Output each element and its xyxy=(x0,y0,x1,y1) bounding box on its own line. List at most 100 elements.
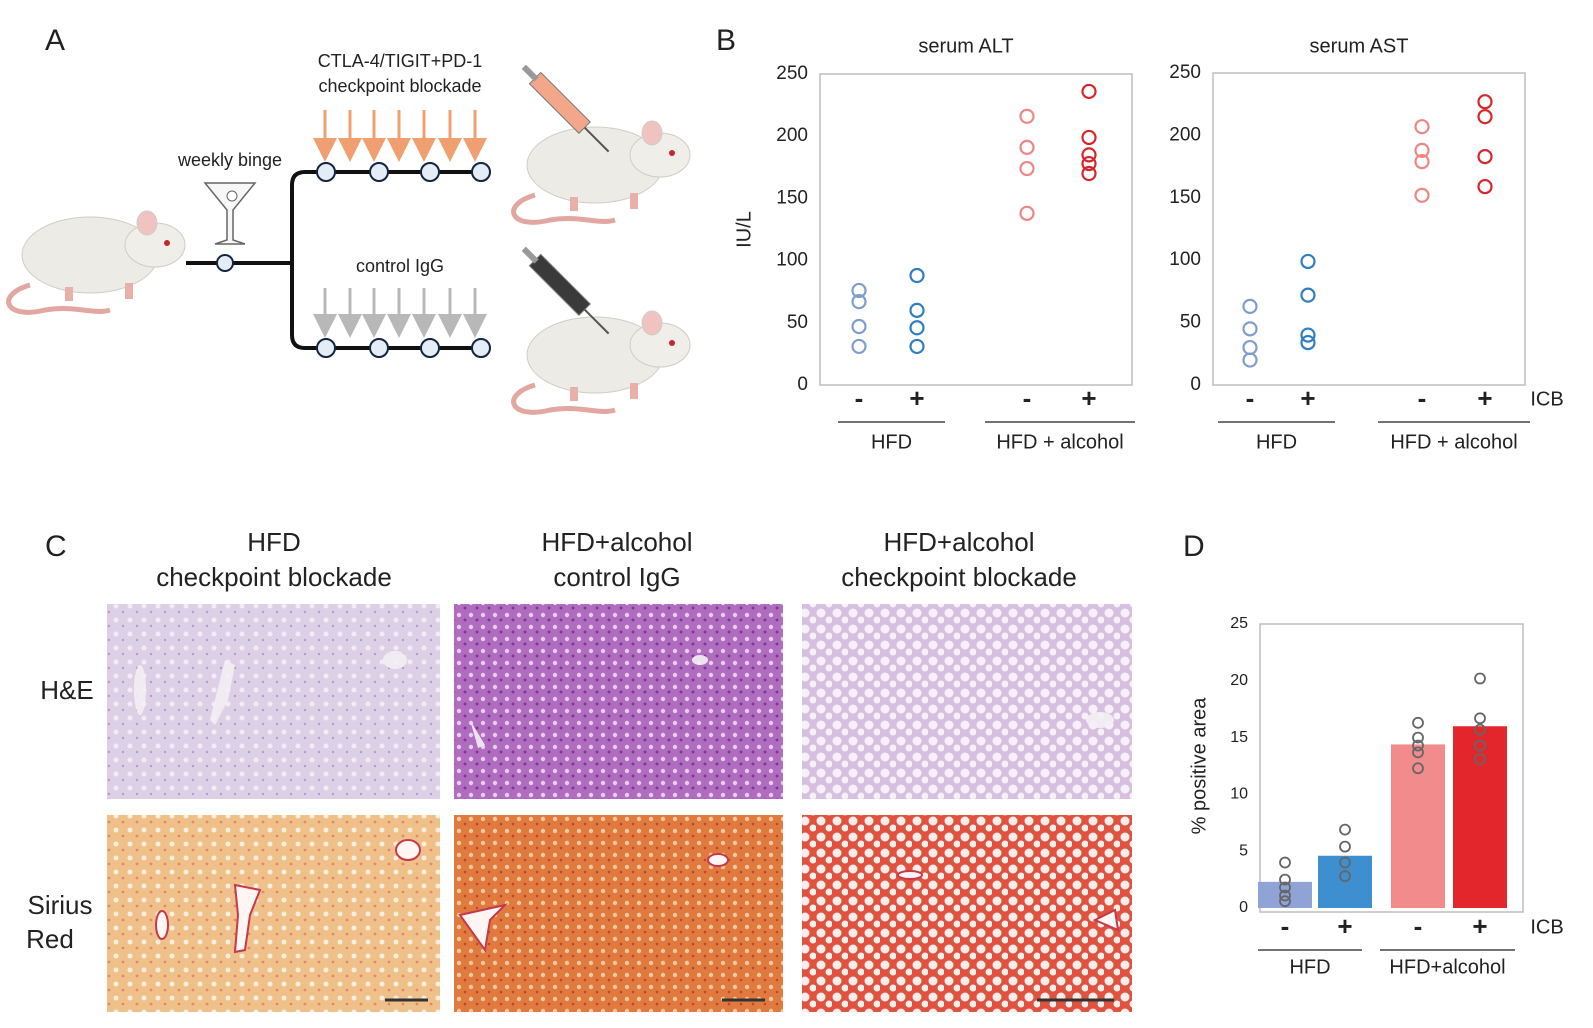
data-point xyxy=(1412,762,1424,775)
bar xyxy=(1258,881,1312,908)
data-point xyxy=(1477,94,1493,110)
schematic xyxy=(9,64,690,412)
x-tick-label: - xyxy=(1023,383,1032,413)
x-tick-label: + xyxy=(1300,383,1315,413)
data-point xyxy=(1242,339,1258,356)
row-label: H&E xyxy=(40,675,93,705)
column-title: checkpoint blockade xyxy=(156,562,392,592)
y-tick-label: 100 xyxy=(776,250,808,271)
data-point xyxy=(1242,298,1258,314)
data-point xyxy=(1412,746,1424,759)
x-tick-label: - xyxy=(1246,383,1255,413)
group-label: HFD xyxy=(1256,431,1297,453)
plot-frame xyxy=(819,73,1133,386)
y-tick-label: 0 xyxy=(1239,899,1248,916)
group-label: HFD xyxy=(1289,956,1330,978)
data-point xyxy=(851,338,867,355)
bar xyxy=(1391,744,1445,908)
data-point xyxy=(1279,881,1291,894)
y-tick-label: 20 xyxy=(1230,672,1248,689)
data-point xyxy=(1477,149,1493,165)
group-label: HFD+alcohol xyxy=(1389,956,1505,978)
data-point xyxy=(1081,155,1097,172)
data-point xyxy=(1019,205,1035,221)
y-tick-label: 150 xyxy=(1169,187,1201,208)
data-point xyxy=(1279,856,1291,869)
y-tick-label: 0 xyxy=(797,374,808,395)
y-tick-label: 5 xyxy=(1239,842,1248,859)
panel-label: B xyxy=(716,24,736,57)
y-tick-label: 0 xyxy=(1190,374,1201,395)
data-point xyxy=(851,318,867,335)
y-tick-label: 250 xyxy=(1169,62,1201,83)
x-axis-label: ICB xyxy=(1530,388,1563,410)
column-title: HFD+alcohol xyxy=(541,527,692,557)
data-point xyxy=(1474,739,1486,752)
data-point xyxy=(909,338,925,355)
row-label: Sirius xyxy=(27,890,92,920)
data-point xyxy=(909,267,925,284)
data-point xyxy=(1474,753,1486,766)
group-label: HFD + alcohol xyxy=(996,431,1123,453)
data-point xyxy=(851,282,867,299)
data-point xyxy=(1414,142,1430,158)
chart-title: serum AST xyxy=(1310,35,1409,57)
data-point xyxy=(1279,889,1291,902)
data-point xyxy=(1279,895,1291,908)
group-label: HFD + alcohol xyxy=(1390,431,1517,453)
data-point xyxy=(1081,83,1097,100)
column-title: checkpoint blockade xyxy=(841,562,1077,592)
panel-label: C xyxy=(45,530,67,563)
data-point xyxy=(1019,108,1035,124)
y-axis-label: IU/L xyxy=(733,211,755,248)
bar xyxy=(1453,726,1507,908)
data-point xyxy=(1081,147,1097,163)
y-tick-label: 50 xyxy=(1180,312,1201,333)
panel-label: A xyxy=(45,24,65,57)
data-point xyxy=(1474,712,1486,725)
data-point xyxy=(1474,672,1486,685)
x-tick-label: + xyxy=(1081,383,1096,413)
data-point xyxy=(1412,731,1424,744)
column-title: control IgG xyxy=(553,562,680,592)
data-point xyxy=(1300,287,1316,303)
data-point xyxy=(1300,334,1316,351)
x-tick-label: + xyxy=(909,383,924,413)
x-tick-label: + xyxy=(1472,911,1487,941)
data-point xyxy=(1412,716,1424,729)
data-point xyxy=(1019,139,1035,155)
data-point xyxy=(1414,119,1430,135)
x-axis-label: ICB xyxy=(1530,916,1563,938)
data-point xyxy=(1300,327,1316,343)
data-point xyxy=(1242,321,1258,337)
y-tick-label: 25 xyxy=(1230,615,1248,632)
x-tick-label: + xyxy=(1337,911,1352,941)
control-label: control IgG xyxy=(356,256,444,276)
histology-images xyxy=(107,604,1132,1012)
data-point xyxy=(1339,840,1351,853)
y-tick-label: 50 xyxy=(787,312,808,333)
column-title: HFD xyxy=(247,527,300,557)
treatment-label: checkpoint blockade xyxy=(318,76,481,96)
data-point xyxy=(1242,352,1258,368)
treatment-label: CTLA-4/TIGIT+PD-1 xyxy=(318,51,483,71)
data-point xyxy=(1477,109,1493,125)
y-tick-label: 250 xyxy=(776,63,808,84)
data-point xyxy=(909,320,925,336)
binge-label: weekly binge xyxy=(177,150,282,170)
y-tick-label: 150 xyxy=(776,187,808,208)
y-tick-label: 10 xyxy=(1230,786,1248,803)
data-point xyxy=(1339,856,1351,869)
x-tick-label: - xyxy=(1418,383,1427,413)
data-point xyxy=(909,302,925,318)
data-point xyxy=(1414,187,1430,203)
data-point xyxy=(1412,739,1424,752)
row-label: Red xyxy=(26,924,74,954)
plot-frame xyxy=(1212,72,1526,386)
data-point xyxy=(1474,723,1486,736)
data-point xyxy=(1339,870,1351,883)
data-point xyxy=(1019,160,1035,177)
panel-label: D xyxy=(1183,530,1205,563)
y-tick-label: 200 xyxy=(776,125,808,146)
